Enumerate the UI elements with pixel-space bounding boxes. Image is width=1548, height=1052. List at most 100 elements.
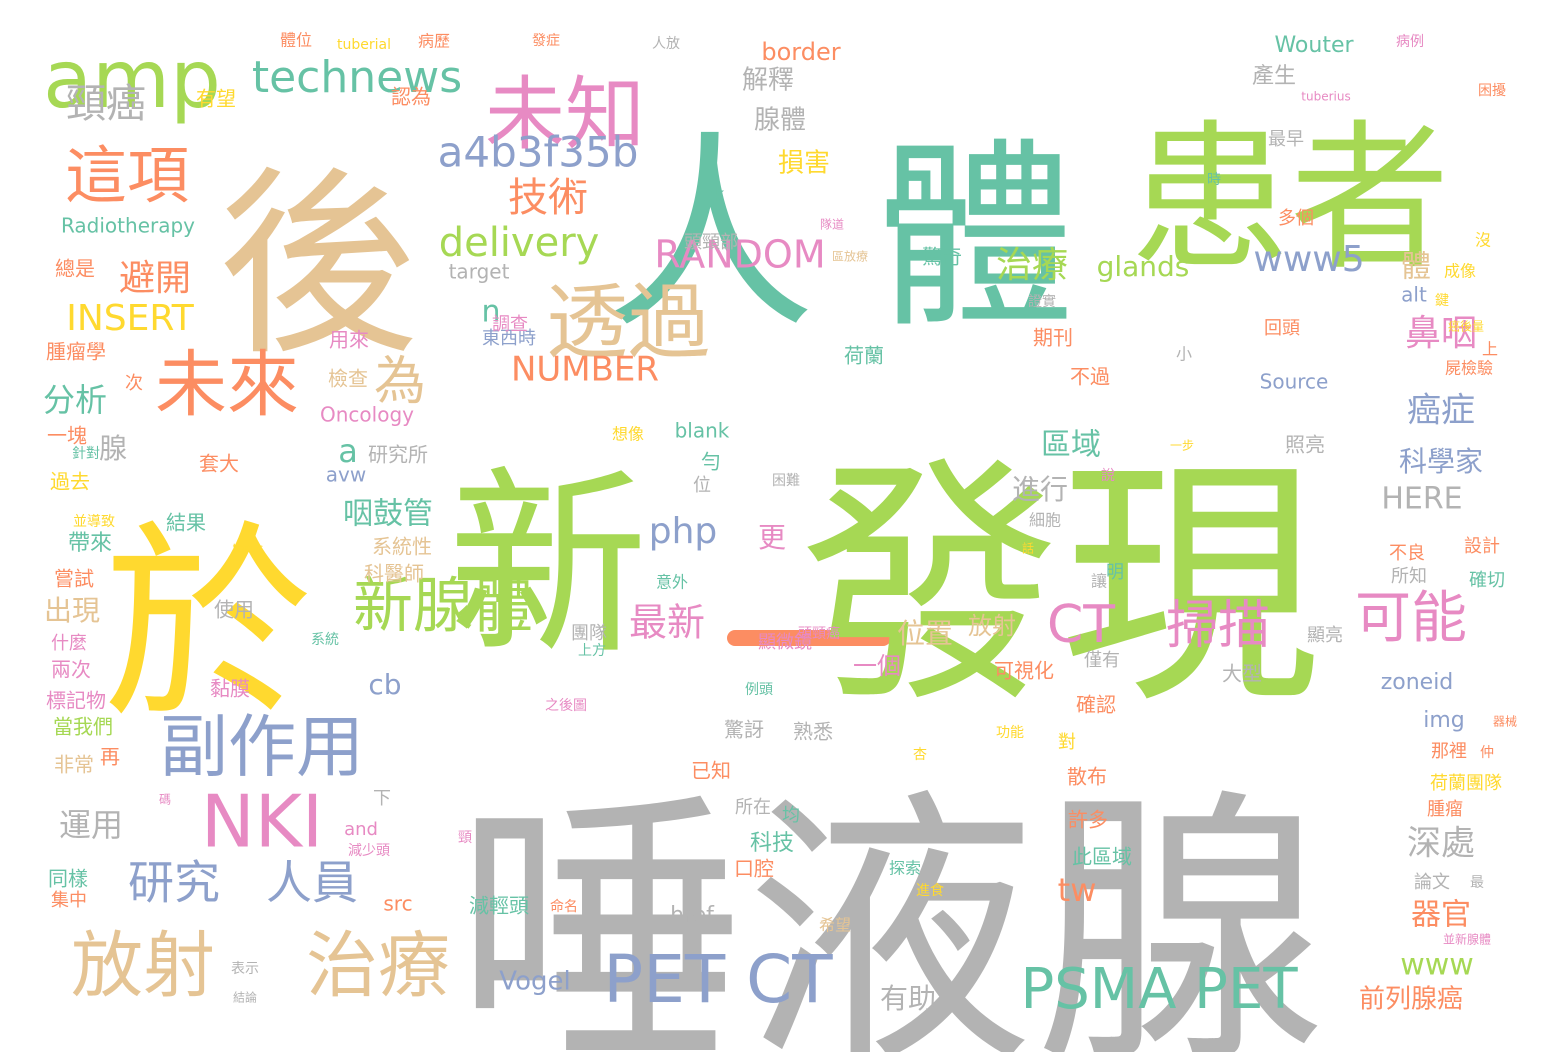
cloud-word: 放射 (968, 612, 1016, 640)
cloud-word: INSERT (66, 298, 195, 339)
cloud-word: 顯微鏡 (758, 632, 812, 653)
cloud-word: 系統 (311, 632, 339, 648)
cloud-word: 掃描 (1166, 596, 1270, 656)
cloud-word: 那裡 (1431, 741, 1467, 762)
cloud-word: 癌後量 (1448, 319, 1484, 334)
cloud-word: 標記物 (46, 689, 106, 713)
cloud-word: 所在 (735, 797, 771, 818)
cloud-word: 咽鼓管 (343, 497, 433, 532)
cloud-word: 屍檢驗 (1445, 359, 1493, 378)
cloud-word: 明 (1106, 562, 1124, 583)
cloud-word: 運用 (59, 806, 123, 844)
cloud-word: 進行 (1012, 473, 1068, 506)
cloud-word: 勻 (701, 450, 721, 474)
cloud-word: alt (1401, 283, 1427, 307)
cloud-word: 說 (1101, 467, 1115, 484)
cloud-word: Vogel (499, 967, 570, 997)
cloud-word: 論文 (1414, 872, 1450, 893)
cloud-word: 讓 (1091, 572, 1107, 591)
cloud-word: 杏 (913, 747, 927, 763)
cloud-word: 科技 (750, 831, 794, 856)
cloud-word: 研究 (128, 856, 220, 910)
cloud-word: 器械 (1493, 714, 1517, 729)
cloud-word: 過去 (50, 470, 90, 494)
cloud-word: 產生 (1252, 64, 1296, 89)
cloud-word: avw (326, 463, 366, 487)
cloud-word: cb (368, 668, 401, 701)
cloud-word: 不過 (1070, 365, 1110, 389)
cloud-word: 結果 (166, 511, 206, 535)
cloud-word: 技術 (508, 175, 588, 221)
cloud-word: amp (43, 33, 221, 126)
cloud-word: 頸 (458, 830, 472, 846)
cloud-word: 患者 (1130, 105, 1450, 292)
cloud-word: 一塊 (47, 424, 87, 448)
cloud-word: 可能 (1355, 586, 1467, 651)
cloud-word: 體位 (280, 31, 312, 50)
cloud-word: 碼 (159, 793, 171, 807)
cloud-word: glands (1097, 250, 1190, 283)
cloud-word: 科醫師 (364, 562, 424, 586)
cloud-word: 頭頸癌 (798, 626, 840, 642)
cloud-word: 下 (373, 788, 391, 809)
cloud-word: 上 (1482, 340, 1498, 359)
cloud-word: 區域 (1041, 428, 1101, 463)
cloud-word: 減輕頭 (469, 894, 529, 918)
cloud-word: 話 (1022, 541, 1034, 556)
cloud-word: 均 (782, 805, 800, 826)
cloud-word: 有助 (880, 982, 936, 1015)
cloud-word: 表示 (231, 961, 259, 977)
cloud-word: 一步 (1170, 439, 1194, 453)
cloud-word: www5 (1253, 239, 1364, 280)
cloud-word: 同樣 (48, 867, 88, 891)
cloud-word: 副作用 (160, 709, 364, 788)
cloud-word: 細胞 (1029, 511, 1061, 530)
cloud-word: 仲 (1480, 745, 1494, 761)
cloud-word: 病歷 (418, 32, 450, 51)
cloud-word: RANDOM (654, 233, 825, 277)
cloud-word: 鍵 (1435, 293, 1449, 309)
cloud-word: 團隊 (571, 623, 607, 644)
cloud-word: 器官 (1411, 898, 1471, 933)
cloud-word: 新 (448, 450, 648, 683)
cloud-word: 證實 (1028, 293, 1056, 310)
cloud-word: 並新腺體 (1443, 932, 1491, 947)
cloud-word: 減少頭 (348, 842, 390, 859)
cloud-word: border (761, 38, 840, 66)
cloud-word: 進食 (916, 882, 944, 899)
cloud-word: 沒 (1475, 231, 1491, 250)
cloud-word: tuberial (337, 37, 391, 53)
cloud-word: 用來 (329, 328, 369, 352)
cloud-word: 這項 (65, 139, 189, 212)
cloud-word: PET CT (603, 941, 833, 1018)
cloud-word: 人放 (652, 36, 680, 52)
cloud-word: 腫瘤 (1427, 799, 1463, 820)
cloud-word: 不良 (1389, 543, 1425, 564)
cloud-word: 許多 (1068, 808, 1108, 832)
cloud-word: 對 (1058, 732, 1076, 753)
cloud-word: php (649, 511, 718, 552)
cloud-word: 分析 (43, 381, 107, 419)
cloud-word: CT (1047, 595, 1115, 655)
cloud-word: 驚訝 (724, 718, 764, 742)
cloud-word: www (1400, 948, 1474, 983)
cloud-word: 多個 (1278, 208, 1314, 229)
cloud-word: technews (252, 52, 462, 103)
cloud-word: 使用 (214, 598, 254, 622)
cloud-word: 確認 (1076, 693, 1116, 717)
cloud-word: 有望 (196, 87, 236, 111)
cloud-word: 集中 (51, 890, 87, 911)
cloud-word: 體 (875, 122, 1075, 355)
cloud-word: 治療 (996, 245, 1068, 286)
cloud-words: 唾液腺發現新後於 人體患者 amp 未知 technews 透過未來 為 這項 頸癌 a4b3f3… (43, 31, 1517, 1052)
cloud-word: 系統性 (372, 535, 432, 559)
cloud-word: tw (1058, 871, 1097, 909)
cloud-word: Wouter (1274, 33, 1354, 58)
cloud-word: 帶來 (68, 531, 112, 556)
cloud-word: 腫瘤學 (46, 340, 106, 364)
cloud-word: 次 (125, 373, 143, 394)
cloud-word: delivery (439, 220, 600, 266)
cloud-word: 例頭 (745, 682, 773, 698)
cloud-word: 當我們 (53, 715, 113, 739)
